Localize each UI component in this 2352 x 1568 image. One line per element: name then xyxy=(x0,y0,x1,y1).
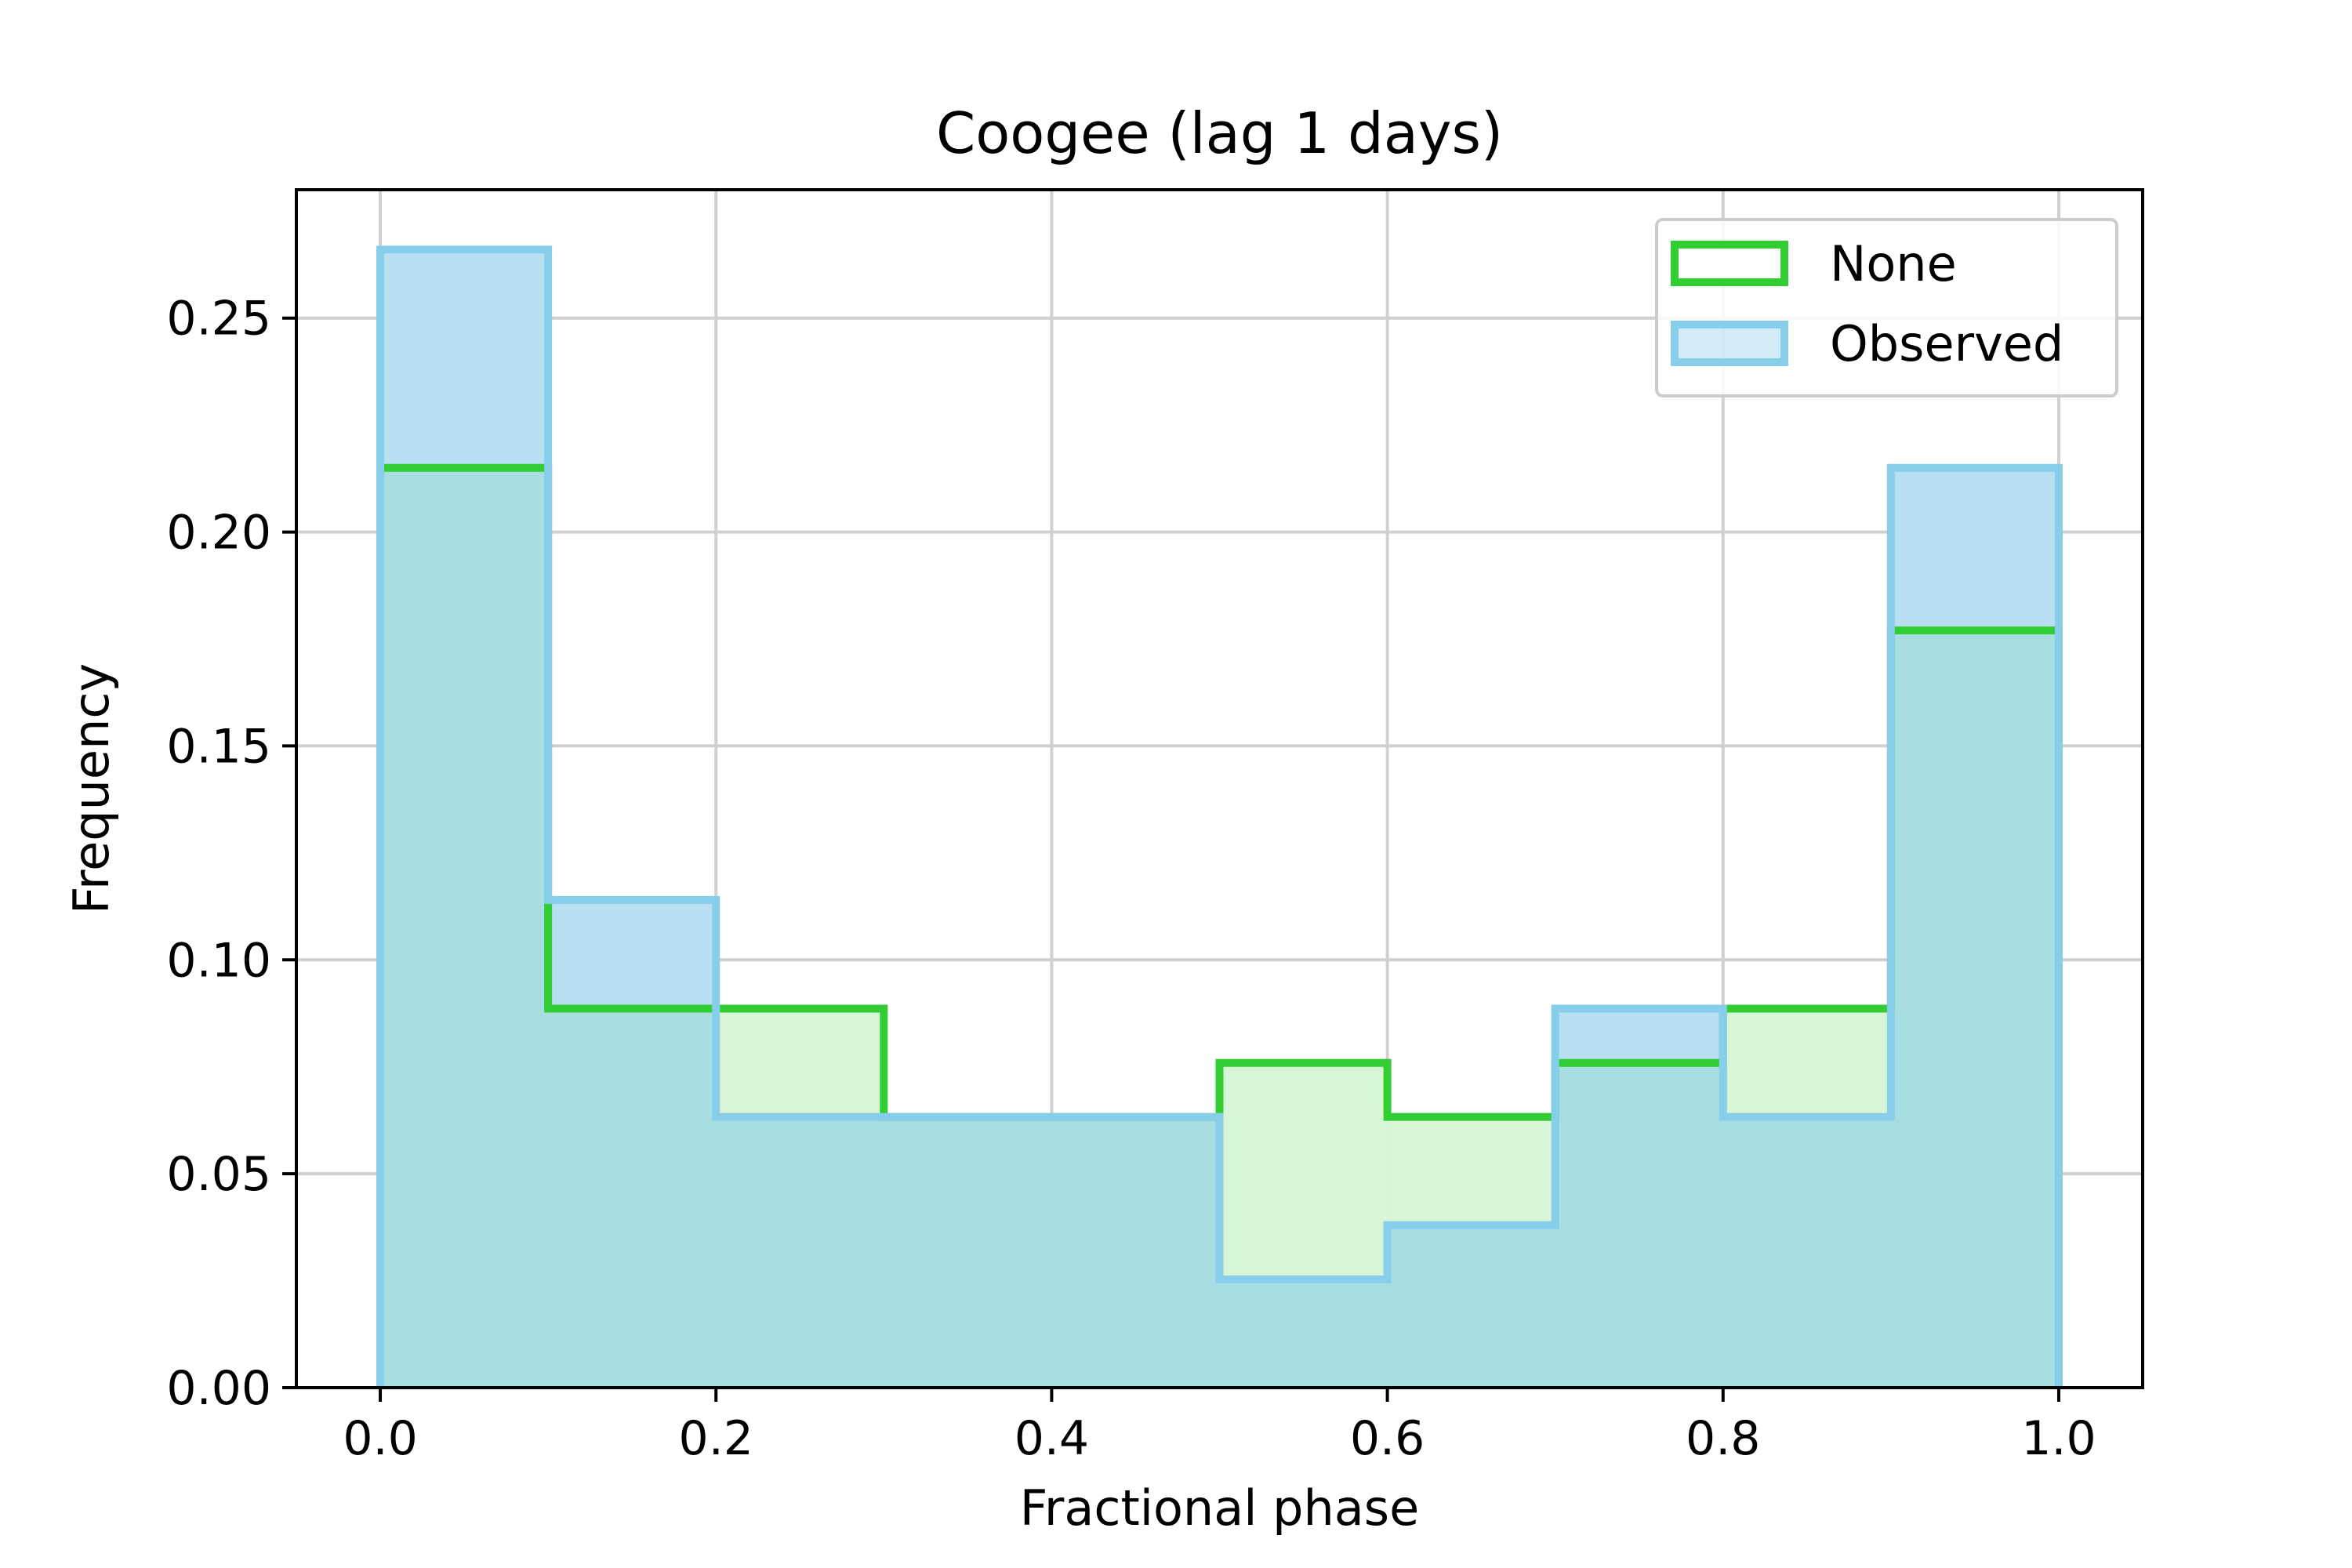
bar-overlap-4 xyxy=(1051,1116,1220,1388)
x-tick-label-0: 0.0 xyxy=(343,1411,417,1466)
bar-overlap-7 xyxy=(1555,1062,1723,1388)
bar-overlap-5 xyxy=(1219,1279,1388,1388)
x-tick-label-4: 0.8 xyxy=(1686,1411,1760,1466)
histogram-fills xyxy=(380,249,2059,1388)
chart-title: Coogee (lag 1 days) xyxy=(936,100,1503,166)
bar-overlap-9 xyxy=(1890,630,2059,1388)
y-tick-label-1: 0.05 xyxy=(166,1147,271,1202)
legend-label-none: None xyxy=(1830,235,1957,292)
bar-overlap-3 xyxy=(884,1116,1052,1388)
legend-swatch-observed xyxy=(1671,321,1788,366)
plot-frame xyxy=(295,188,2144,1389)
x-tick-label-2: 0.4 xyxy=(1014,1411,1089,1466)
y-tick-label-3: 0.15 xyxy=(166,719,271,774)
series-outline-observed xyxy=(376,245,2063,1388)
bar-overlap-6 xyxy=(1387,1225,1555,1388)
series-outline-none xyxy=(376,463,2063,1388)
y-tick-label-4: 0.20 xyxy=(166,506,271,561)
x-axis-label: Fractional phase xyxy=(1020,1479,1420,1537)
x-tick-label-3: 0.6 xyxy=(1350,1411,1425,1466)
x-tick-label-5: 1.0 xyxy=(2021,1411,2096,1466)
y-axis-label: Frequency xyxy=(63,663,120,914)
y-tick-label-2: 0.10 xyxy=(166,933,271,988)
legend-label-observed: Observed xyxy=(1830,315,2063,372)
bar-overlap-8 xyxy=(1722,1116,1891,1388)
legend: None Observed xyxy=(1655,218,2118,397)
y-tick-label-0: 0.00 xyxy=(166,1361,271,1416)
axis-ticks: 0.0 0.2 0.4 0.6 0.8 1.0 0.00 0.05 0.10 0.15 0.20 0.… xyxy=(166,292,2096,1466)
bar-overlap-0 xyxy=(380,467,549,1388)
bar-overlap-1 xyxy=(548,1008,717,1388)
x-tick-label-1: 0.2 xyxy=(679,1411,753,1466)
bar-overlap-2 xyxy=(716,1116,884,1388)
legend-swatch-none xyxy=(1671,241,1788,286)
y-tick-label-5: 0.25 xyxy=(166,292,271,347)
histogram-outlines xyxy=(376,245,2063,1388)
